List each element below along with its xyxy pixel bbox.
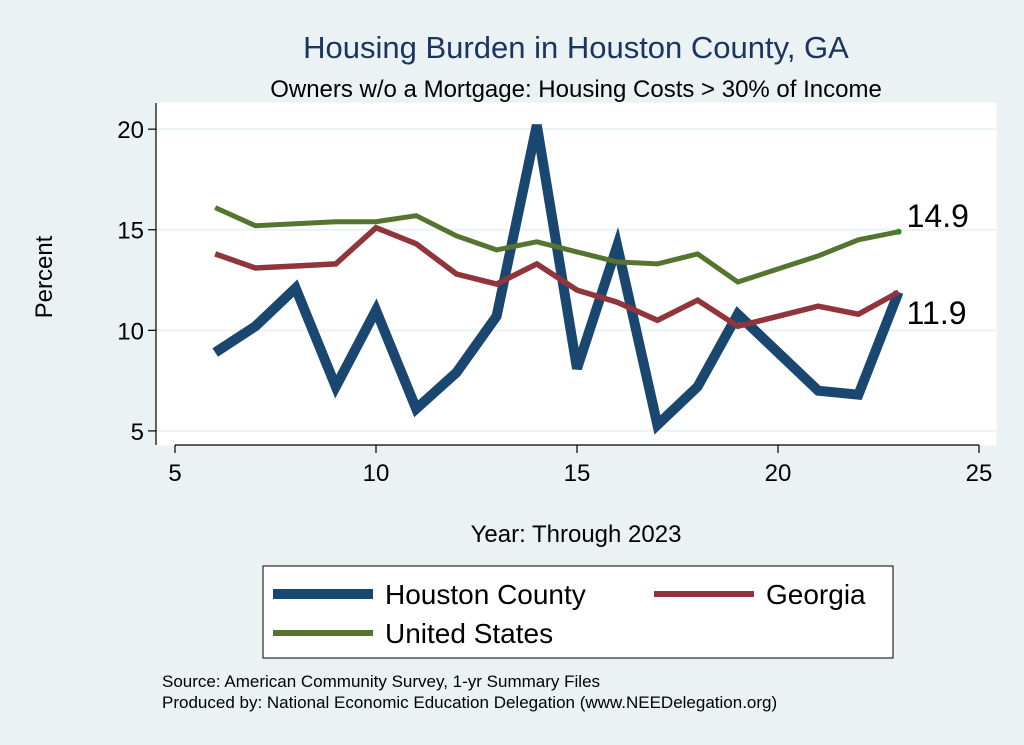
y-tick-label-10: 10 <box>117 318 144 345</box>
annotation-layer: 14.9 11.9 <box>907 198 969 331</box>
series-layer <box>212 124 904 435</box>
source-note: Source: American Community Survey, 1-yr … <box>162 672 600 691</box>
us-endpoint-marker <box>895 228 902 235</box>
x-axis-title: Year: Through 2023 <box>471 521 682 548</box>
series-line-houston-county <box>212 124 904 435</box>
legend-label-united-states: United States <box>385 618 553 649</box>
plot-area <box>155 102 997 446</box>
producer-note: Produced by: National Economic Education… <box>162 693 777 712</box>
chart-title: Housing Burden in Houston County, GA <box>303 30 849 65</box>
x-tick-label-10: 10 <box>363 460 390 487</box>
y-tick-label-20: 20 <box>117 117 144 144</box>
axis-layer: 5 10 15 20 5 10 15 20 25 <box>117 103 992 487</box>
legend-label-houston-county: Houston County <box>385 579 586 610</box>
grid-layer <box>156 128 996 432</box>
legend-label-georgia: Georgia <box>766 579 866 610</box>
end-label-14-9: 14.9 <box>907 198 969 234</box>
end-label-11-9: 11.9 <box>907 295 967 331</box>
x-tick-label-5: 5 <box>168 460 181 487</box>
y-tick-label-15: 15 <box>117 218 144 245</box>
y-tick-label-5: 5 <box>131 419 144 446</box>
chart-subtitle: Owners w/o a Mortgage: Housing Costs > 3… <box>270 76 882 103</box>
legend: Houston County Georgia United States <box>262 565 894 659</box>
x-tick-label-20: 20 <box>765 460 792 487</box>
legend-box <box>262 565 894 659</box>
series-line-georgia <box>214 224 900 330</box>
x-tick-label-25: 25 <box>966 460 993 487</box>
y-axis-title: Percent <box>31 235 58 318</box>
x-tick-label-15: 15 <box>564 460 591 487</box>
series-line-united-states <box>214 205 900 285</box>
